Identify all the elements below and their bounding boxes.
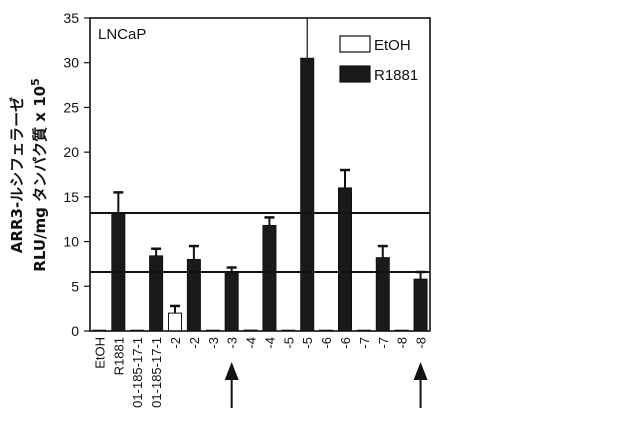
bars (93, 58, 427, 331)
legend: EtOH R1881 (340, 36, 418, 84)
y-tick-label: 25 (63, 99, 79, 115)
x-tick-label: -7 (376, 337, 391, 349)
arrows (225, 362, 428, 408)
y-axis-label-line1: ARR3-ルシフェラーゼ (8, 97, 26, 253)
bar-r1881-7 (225, 272, 238, 331)
x-tick-label: -8 (395, 337, 410, 349)
x-tick-label: -2 (187, 337, 202, 349)
y-tick-label: 15 (63, 189, 79, 205)
bar-r1881-9 (263, 225, 276, 331)
bar-etoh-4 (169, 313, 182, 331)
y-tick-label: 35 (63, 10, 79, 26)
x-tick-label: -8 (414, 337, 429, 349)
bar-r1881-3 (150, 256, 163, 331)
legend-label-r1881: R1881 (374, 67, 418, 84)
x-tick-label: -6 (338, 337, 353, 349)
arrow-head (225, 362, 239, 380)
y-axis-label-line2-text: RLU/mg タンパク質 x 10 (31, 86, 49, 272)
x-tick-label: -4 (262, 337, 277, 349)
chart-title: LNCaP (98, 26, 146, 43)
y-axis-label-line2: RLU/mg タンパク質 x 105 (29, 78, 49, 271)
x-axis-ticks: EtOHR188101-185-17-101-185-17-1-2-2-3-3-… (92, 337, 428, 408)
y-tick-label: 10 (63, 234, 79, 250)
x-tick-label: R1881 (111, 337, 126, 375)
y-tick-label: 0 (71, 323, 79, 339)
legend-label-etoh: EtOH (374, 37, 411, 54)
y-axis-label-exponent: 5 (29, 78, 42, 86)
x-tick-label: -2 (168, 337, 183, 349)
x-tick-label: -3 (206, 337, 221, 349)
y-axis-ticks: 0 5 10 15 20 25 30 35 (63, 10, 90, 339)
bar-r1881-5 (187, 259, 200, 331)
x-tick-label: -4 (244, 337, 259, 349)
bar-r1881-11 (301, 58, 314, 331)
x-tick-label: -5 (281, 337, 296, 349)
bar-r1881-15 (376, 258, 389, 331)
bar-r1881-17 (414, 279, 427, 331)
y-axis-label: ARR3-ルシフェラーゼ RLU/mg タンパク質 x 105 (8, 78, 49, 271)
x-tick-label: EtOH (92, 337, 107, 369)
x-tick-label: -7 (357, 337, 372, 349)
reference-lines (90, 18, 430, 272)
x-tick-label: -5 (300, 337, 315, 349)
legend-swatch-etoh (340, 36, 370, 52)
legend-swatch-r1881 (340, 66, 370, 82)
x-tick-label: -6 (319, 337, 334, 349)
x-tick-label: 01-185-17-1 (130, 337, 145, 408)
x-tick-label: -3 (225, 337, 240, 349)
y-tick-label: 30 (63, 55, 79, 71)
x-tick-label: 01-185-17-1 (149, 337, 164, 408)
y-tick-label: 5 (71, 278, 79, 294)
bar-r1881-13 (339, 188, 352, 331)
y-tick-label: 20 (63, 144, 79, 160)
arrow-head (414, 362, 428, 380)
